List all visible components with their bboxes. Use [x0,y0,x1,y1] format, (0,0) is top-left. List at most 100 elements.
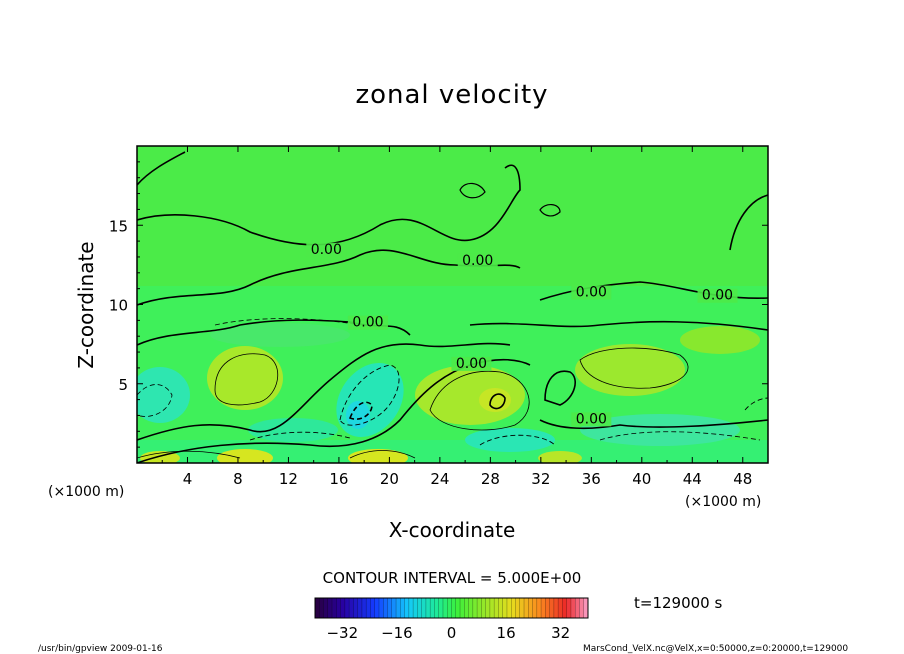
y-tick-label: 15 [109,217,128,235]
x-tick-label: 44 [683,470,702,488]
negative-contour [214,318,361,326]
colorbar-cell [327,598,333,618]
contour-label-bg [697,288,738,303]
colorbar-cell [425,598,431,618]
colorbar-cell [553,598,559,618]
contour-line [459,182,486,199]
field-patch [580,414,740,446]
colorbar-cell [421,598,427,618]
colorbar-cell [485,598,491,618]
colorbar-cell [524,598,529,618]
field-patch [217,449,273,463]
colorbar-cell [532,598,538,618]
contour-label-bg [571,285,612,300]
colorbar-cell [528,598,533,618]
contour-line [137,164,521,246]
contour-label-bg [571,412,612,427]
colorbar-cell [477,598,482,618]
contour-lines [137,151,768,463]
colorbar-cell [404,598,410,618]
colorbar-cell [506,598,512,618]
colorbar-cell [378,598,384,618]
colorbar-cell [315,598,320,618]
time-label: t=129000 s [634,594,722,612]
colorbar-cell [387,598,393,618]
x-tick-label: 8 [233,470,243,488]
plot-area: 0.00 0.00 0.00 0.00 0.00 0.00 0.00 [136,145,769,464]
contour-line [137,151,186,186]
colorbar-cell [430,598,435,618]
colorbar-cell [340,598,346,618]
colorbar-cell [549,598,555,618]
colorbar-cell [319,598,324,618]
colorbar-cell [541,598,546,618]
negative-contour [339,364,400,426]
contour-labels: 0.00 0.00 0.00 0.00 0.00 0.00 0.00 [306,242,738,427]
colorbar-cell [468,598,474,618]
field-patch [348,449,408,463]
negative-contour [348,401,373,420]
negative-contour [137,384,173,417]
colorbar [314,597,589,619]
x-tick-label: 48 [733,470,752,488]
negative-contour [479,434,556,446]
contour-label: 0.00 [462,253,493,269]
x-axis-label: X-coordinate [389,518,516,542]
contour-line [349,450,416,459]
footer-right: MarsCond_VelX.nc@VelX,x=0:50000,z=0:2000… [583,644,848,654]
colorbar-cell [455,598,461,618]
colorbar-cell [447,598,452,618]
colorbar-cell [558,598,563,618]
x-axis-ticks: 4 8 12 16 20 24 28 32 36 40 44 48 [161,146,752,488]
colorbar-cell [570,598,576,618]
colorbar-cell [515,598,521,618]
field-patch [538,451,582,463]
field-patch [575,344,685,396]
footer-left: /usr/bin/gpview 2009-01-16 [38,644,163,654]
x-tick-label: 24 [430,470,449,488]
colorbar-cell [511,598,516,618]
colorbar-cell [344,598,350,618]
negative-contour [599,431,761,441]
colorbar-cell [562,598,567,618]
contour-line [544,370,576,406]
x-axis-unit-right: (×1000 m) [685,494,761,510]
colorbar-cell [336,598,341,618]
colorbar-cell [400,598,405,618]
x-axis-unit-left: (×1000 m) [48,484,124,500]
colorbar-cell [396,598,401,618]
contour-line [469,320,768,331]
contour-line [539,204,561,217]
x-tick-label: 4 [183,470,193,488]
colorbar-cell [489,598,495,618]
contour-label-bg [451,356,492,371]
contour-line [429,370,530,431]
contour-interval-text: CONTOUR INTERVAL = 5.000E+00 [323,569,582,587]
field-patch [210,323,350,347]
field-patch [207,346,283,410]
contour-label: 0.00 [311,242,342,258]
field-patch [137,367,190,423]
colorbar-cell [575,598,580,618]
x-tick-label: 16 [329,470,348,488]
contour-line [214,353,279,406]
y-tick-label: 10 [109,297,128,315]
contour-label: 0.00 [352,315,383,331]
x-tick-label: 28 [481,470,500,488]
contour-label: 0.00 [456,356,487,372]
contour-label-bg [457,253,498,268]
colorbar-cell [417,598,422,618]
colorbar-cell [349,598,354,618]
colorbar-cell [451,598,457,618]
y-axis-label: Z-coordinate [74,241,98,368]
colorbar-cell [332,598,337,618]
contour-label-bg [347,315,388,330]
field-patch [248,418,338,442]
y-tick-label: 5 [118,376,128,394]
colorbar-cell [472,598,478,618]
colorbar-cell [498,598,503,618]
colorbar-tick-label: −16 [381,624,413,642]
colorbar-cell [442,598,448,618]
negative-contour [249,431,351,441]
